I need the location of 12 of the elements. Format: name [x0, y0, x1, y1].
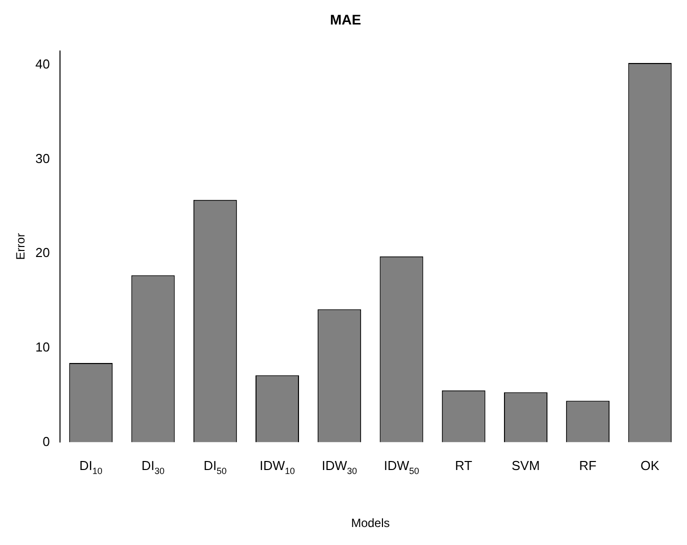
- y-tick-label: 0: [42, 434, 50, 449]
- x-tick-label: RF: [579, 458, 597, 474]
- y-tick-label: 20: [35, 245, 50, 260]
- chart-title: MAE: [330, 11, 362, 28]
- x-tick-label: SVM: [512, 458, 540, 474]
- x-tick-label: RT: [455, 458, 472, 474]
- y-tick-label: 10: [35, 339, 50, 354]
- y-axis-title: Error: [14, 233, 28, 260]
- x-tick-label: OK: [640, 458, 660, 474]
- y-tick-label: 40: [35, 56, 50, 72]
- y-tick-label: 30: [35, 150, 50, 166]
- x-axis-title: Models: [351, 516, 390, 530]
